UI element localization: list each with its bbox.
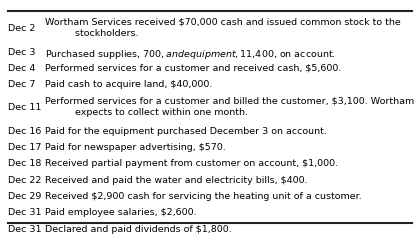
Text: Received partial payment from customer on account, $1,000.: Received partial payment from customer o… bbox=[45, 159, 339, 168]
Text: Paid for the equipment purchased December 3 on account.: Paid for the equipment purchased Decembe… bbox=[45, 127, 327, 135]
Text: Dec 4: Dec 4 bbox=[8, 64, 35, 73]
Text: Paid employee salaries, $2,600.: Paid employee salaries, $2,600. bbox=[45, 208, 197, 217]
Text: Performed services for a customer and received cash, $5,600.: Performed services for a customer and re… bbox=[45, 64, 342, 73]
Text: Dec 2: Dec 2 bbox=[8, 24, 35, 33]
Text: Purchased supplies, $700, and equipment, $11,400, on account.: Purchased supplies, $700, and equipment,… bbox=[45, 48, 336, 61]
Text: Dec 31: Dec 31 bbox=[8, 225, 41, 234]
Text: Dec 11: Dec 11 bbox=[8, 103, 41, 112]
Text: Dec 3: Dec 3 bbox=[8, 48, 35, 56]
Text: Received $2,900 cash for servicing the heating unit of a customer.: Received $2,900 cash for servicing the h… bbox=[45, 192, 362, 201]
Text: Paid cash to acquire land, $40,000.: Paid cash to acquire land, $40,000. bbox=[45, 80, 213, 89]
Text: Dec 7: Dec 7 bbox=[8, 80, 35, 89]
Text: Dec 29: Dec 29 bbox=[8, 192, 41, 201]
Text: Performed services for a customer and billed the customer, $3,100. Wortham
     : Performed services for a customer and bi… bbox=[45, 97, 415, 117]
Text: Dec 17: Dec 17 bbox=[8, 143, 41, 152]
Text: Paid for newspaper advertising, $570.: Paid for newspaper advertising, $570. bbox=[45, 143, 226, 152]
Text: Dec 16: Dec 16 bbox=[8, 127, 41, 135]
Text: Declared and paid dividends of $1,800.: Declared and paid dividends of $1,800. bbox=[45, 225, 232, 234]
Text: Dec 22: Dec 22 bbox=[8, 176, 41, 185]
Text: Dec 18: Dec 18 bbox=[8, 159, 41, 168]
Text: Wortham Services received $70,000 cash and issued common stock to the
          : Wortham Services received $70,000 cash a… bbox=[45, 18, 401, 38]
Text: Dec 31: Dec 31 bbox=[8, 208, 41, 217]
Text: Received and paid the water and electricity bills, $400.: Received and paid the water and electric… bbox=[45, 176, 308, 185]
